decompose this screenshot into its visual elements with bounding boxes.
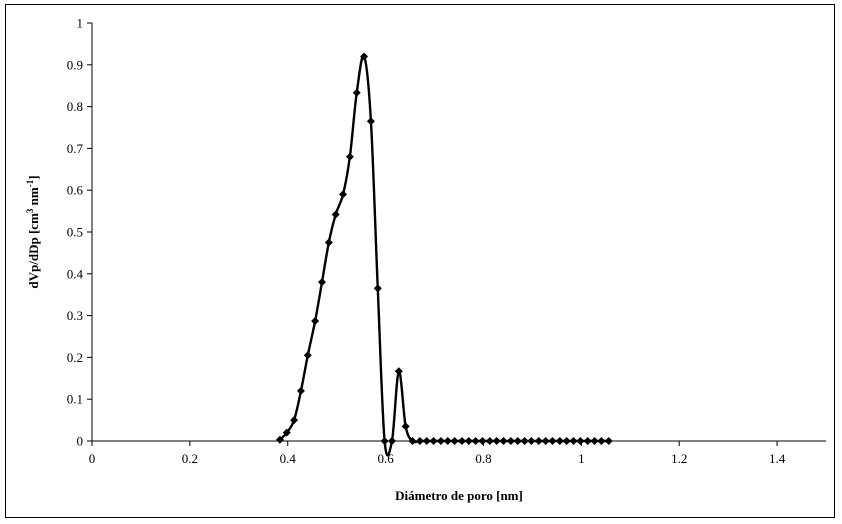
- data-point-marker: [583, 437, 592, 445]
- data-point-marker: [562, 437, 571, 445]
- data-point-marker: [590, 437, 599, 445]
- data-point-marker: [485, 437, 494, 445]
- chart-frame: 0 0.2 0.4 0.6 0.8 1 1.2 1.4 0 0.1 0.2 0.3 0.4 0.5 0.6…: [5, 4, 835, 518]
- data-point-marker: [311, 317, 320, 326]
- y-tick-label: 0.9: [67, 57, 83, 72]
- y-tick-label: 0.8: [67, 99, 83, 114]
- data-point-marker: [471, 437, 480, 445]
- data-point-marker: [464, 437, 473, 445]
- y-axis-title-end: ]: [26, 175, 41, 179]
- y-tick-label: 0.1: [67, 392, 83, 407]
- y-axis-title-sup2: -1: [25, 179, 35, 187]
- y-axis-title-main: dVp/dDp [cm: [26, 213, 41, 289]
- y-tick-label: 0.5: [67, 225, 83, 240]
- x-tick-label: 1.2: [671, 451, 687, 466]
- axes: [91, 23, 826, 442]
- data-point-marker: [352, 88, 361, 97]
- data-point-marker: [569, 437, 578, 445]
- y-tick-label: 0.6: [67, 183, 84, 198]
- data-point-marker: [282, 428, 291, 437]
- y-tick-label: 0.3: [67, 308, 83, 323]
- data-point-marker: [373, 284, 382, 293]
- data-point-marker: [527, 437, 536, 445]
- data-point-marker: [604, 437, 613, 445]
- x-tick-label: 1: [578, 451, 585, 466]
- data-point-marker: [296, 386, 305, 395]
- data-point-marker: [324, 238, 333, 247]
- data-point-marker: [345, 152, 354, 161]
- data-point-marker: [380, 437, 389, 445]
- x-tick-label: 0.4: [280, 451, 297, 466]
- data-point-marker: [415, 437, 424, 445]
- y-axis-title: dVp/dDp [cm3 nm-1]: [25, 175, 41, 288]
- series-line: [279, 54, 609, 457]
- data-point-marker: [303, 351, 312, 360]
- data-point-marker: [597, 437, 606, 445]
- data-point-marker: [541, 437, 550, 445]
- data-point-marker: [443, 437, 452, 445]
- x-axis-title: Diámetro de poro [nm]: [395, 488, 523, 503]
- data-point-marker: [401, 422, 410, 431]
- data-point-marker: [534, 437, 543, 445]
- y-tick-label: 0.7: [67, 141, 84, 156]
- x-axis-ticks: 0 0.2 0.4 0.6 0.8 1 1.2 1.4: [89, 441, 786, 466]
- data-point-marker: [408, 437, 417, 445]
- data-point-marker: [499, 437, 508, 445]
- data-point-marker: [360, 52, 369, 61]
- y-tick-label: 0.4: [67, 266, 84, 281]
- data-point-marker: [422, 437, 431, 445]
- data-point-marker: [429, 437, 438, 445]
- data-point-marker: [478, 437, 487, 445]
- data-point-marker: [317, 278, 326, 287]
- data-point-marker: [457, 437, 466, 445]
- data-point-marker: [275, 435, 284, 444]
- data-point-marker: [492, 437, 501, 445]
- x-tick-label: 0.8: [475, 451, 491, 466]
- series-layer: [275, 52, 613, 457]
- y-axis-title-mid: nm: [26, 187, 41, 208]
- pore-size-distribution-chart: 0 0.2 0.4 0.6 0.8 1 1.2 1.4 0 0.1 0.2 0.3 0.4 0.5 0.6…: [25, 16, 826, 503]
- data-point-marker: [555, 437, 564, 445]
- data-point-marker: [576, 437, 585, 445]
- data-point-marker: [520, 437, 529, 445]
- data-point-marker: [548, 437, 557, 445]
- y-tick-label: 0.2: [67, 350, 83, 365]
- x-tick-label: 0: [89, 451, 96, 466]
- data-point-marker: [513, 437, 522, 445]
- data-point-marker: [290, 416, 299, 425]
- data-point-marker: [450, 437, 459, 445]
- y-tick-label: 1: [77, 16, 84, 31]
- data-point-marker: [331, 210, 340, 219]
- y-tick-label: 0: [77, 434, 84, 449]
- data-point-marker: [436, 437, 445, 445]
- data-point-marker: [506, 437, 515, 445]
- data-point-marker: [394, 367, 403, 376]
- data-point-marker: [366, 117, 375, 126]
- x-tick-label: 0.6: [377, 451, 394, 466]
- data-point-marker: [387, 437, 396, 445]
- x-tick-label: 0.2: [182, 451, 198, 466]
- y-axis-title-sup1: 3: [25, 208, 35, 213]
- x-tick-label: 1.4: [769, 451, 786, 466]
- y-axis-ticks: 0 0.1 0.2 0.3 0.4 0.5 0.6 0.7 0.8 0.9 1: [67, 16, 92, 449]
- data-point-marker: [339, 190, 348, 199]
